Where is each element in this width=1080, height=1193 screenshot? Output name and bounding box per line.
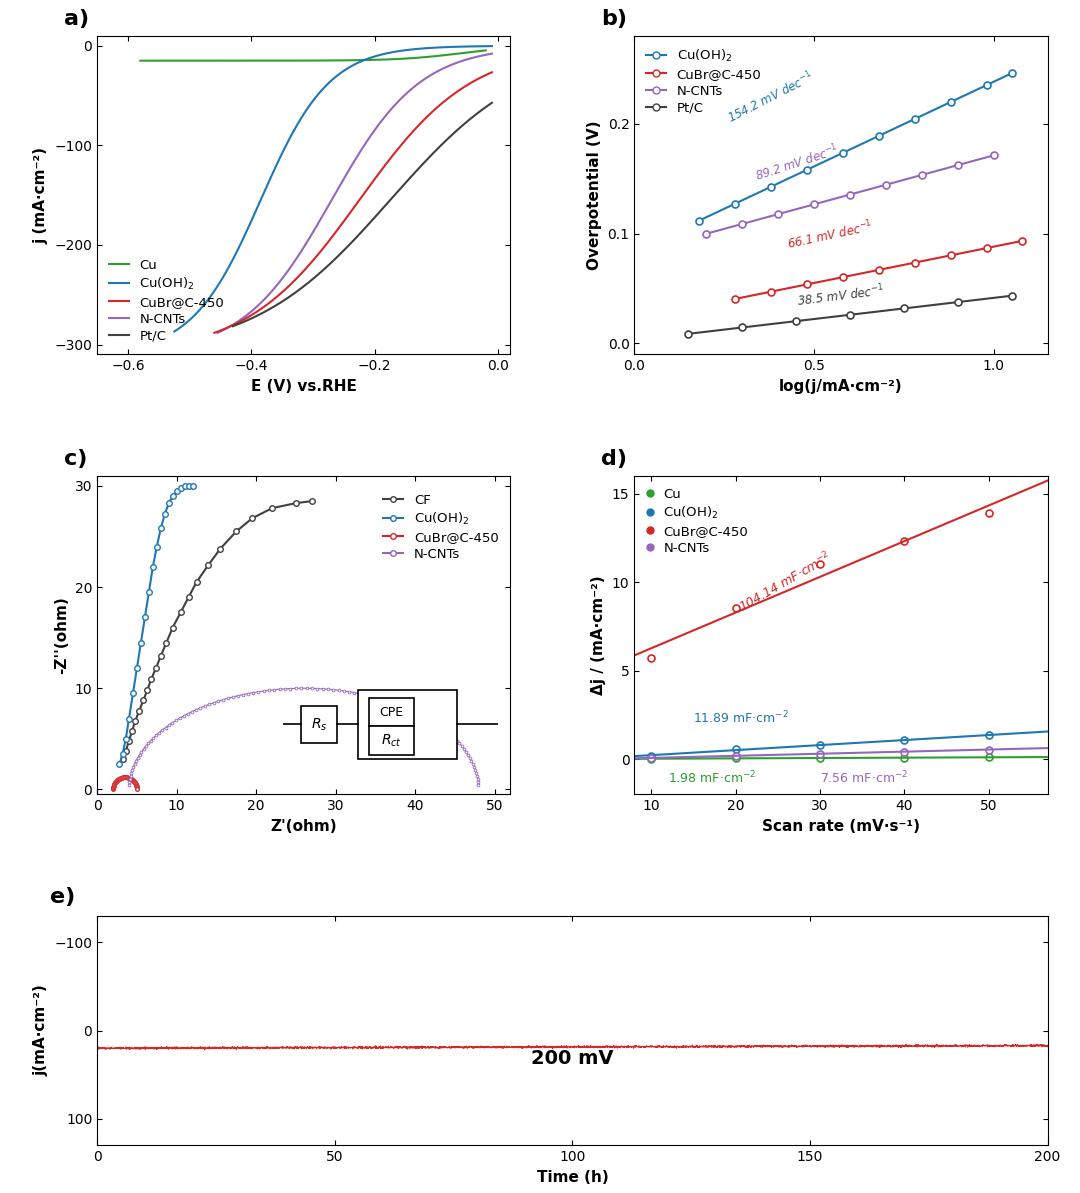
Text: 89.2 mV dec$^{-1}$: 89.2 mV dec$^{-1}$ xyxy=(753,141,841,184)
Text: d): d) xyxy=(602,450,627,469)
Y-axis label: Overpotential (V): Overpotential (V) xyxy=(586,120,602,270)
Text: 1.98 mF·cm$^{-2}$: 1.98 mF·cm$^{-2}$ xyxy=(669,769,756,786)
Text: 7.56 mF·cm$^{-2}$: 7.56 mF·cm$^{-2}$ xyxy=(820,769,908,786)
Y-axis label: -Z''(ohm): -Z''(ohm) xyxy=(54,596,69,674)
Legend: CF, Cu(OH)$_2$, CuBr@C-450, N-CNTs: CF, Cu(OH)$_2$, CuBr@C-450, N-CNTs xyxy=(378,489,504,567)
X-axis label: E (V) vs.RHE: E (V) vs.RHE xyxy=(251,379,356,394)
Legend: Cu, Cu(OH)$_2$, CuBr@C-450, N-CNTs: Cu, Cu(OH)$_2$, CuBr@C-450, N-CNTs xyxy=(640,482,754,560)
Y-axis label: j (mA·cm⁻²): j (mA·cm⁻²) xyxy=(33,147,49,243)
Text: b): b) xyxy=(602,10,627,30)
Text: 154.2 mV dec$^{-1}$: 154.2 mV dec$^{-1}$ xyxy=(725,69,816,126)
Y-axis label: Δj / (mA·cm⁻²): Δj / (mA·cm⁻²) xyxy=(592,575,606,696)
X-axis label: Time (h): Time (h) xyxy=(537,1169,608,1185)
Text: 11.89 mF·cm$^{-2}$: 11.89 mF·cm$^{-2}$ xyxy=(693,710,789,727)
X-axis label: log(j/mA·cm⁻²): log(j/mA·cm⁻²) xyxy=(779,379,903,394)
X-axis label: Z'(ohm): Z'(ohm) xyxy=(270,818,337,834)
Text: 38.5 mV dec$^{-1}$: 38.5 mV dec$^{-1}$ xyxy=(796,282,886,309)
Text: a): a) xyxy=(64,10,90,30)
Text: 66.1 mV dec$^{-1}$: 66.1 mV dec$^{-1}$ xyxy=(785,217,874,252)
Text: 104.14 mF·cm$^{-2}$: 104.14 mF·cm$^{-2}$ xyxy=(735,549,834,616)
Text: 200 mV: 200 mV xyxy=(531,1049,613,1068)
Text: c): c) xyxy=(64,450,87,469)
Legend: Cu, Cu(OH)$_2$, CuBr@C-450, N-CNTs, Pt/C: Cu, Cu(OH)$_2$, CuBr@C-450, N-CNTs, Pt/C xyxy=(104,253,229,348)
Text: e): e) xyxy=(50,886,75,907)
Legend: Cu(OH)$_2$, CuBr@C-450, N-CNTs, Pt/C: Cu(OH)$_2$, CuBr@C-450, N-CNTs, Pt/C xyxy=(640,43,767,120)
Y-axis label: j(mA·cm⁻²): j(mA·cm⁻²) xyxy=(33,984,49,1076)
X-axis label: Scan rate (mV·s⁻¹): Scan rate (mV·s⁻¹) xyxy=(762,818,920,834)
